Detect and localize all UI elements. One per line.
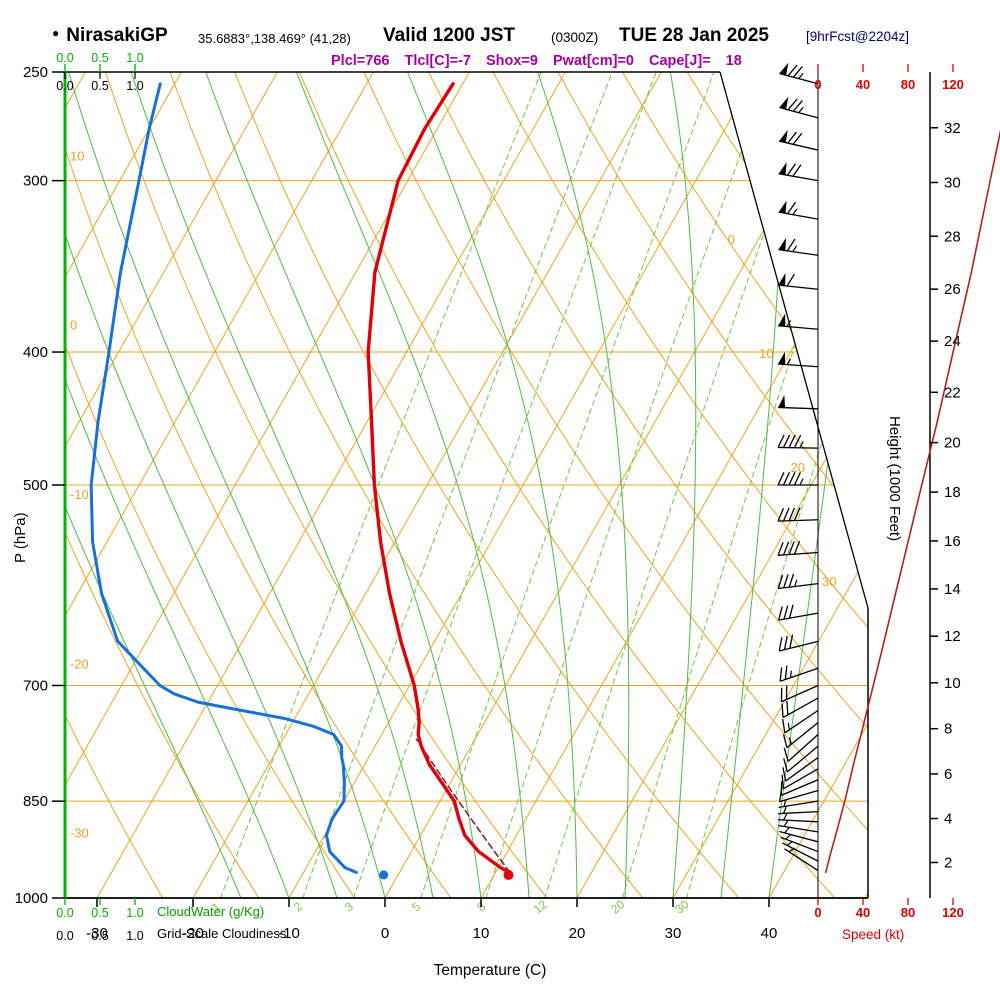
dewpoint-curve	[89, 82, 358, 874]
svg-text:0: 0	[70, 318, 77, 333]
svg-text:-10: -10	[70, 487, 89, 502]
height-curve	[824, 129, 1000, 874]
cloudiness-axis-label: Grid-Scale Cloudiness	[157, 926, 287, 941]
svg-text:1000: 1000	[15, 890, 48, 907]
svg-text:1.0: 1.0	[126, 79, 143, 93]
svg-text:10: 10	[759, 346, 773, 361]
svg-text:5: 5	[409, 899, 423, 914]
svg-text:-30: -30	[86, 925, 108, 942]
svg-text:18: 18	[944, 484, 961, 501]
svg-text:-20: -20	[70, 656, 89, 671]
svg-text:8: 8	[944, 721, 952, 738]
svg-text:24: 24	[944, 333, 961, 350]
grid-value-labels: 100-10-20-30010203012358122030	[70, 148, 836, 916]
parcel-path	[415, 738, 511, 874]
svg-text:20: 20	[608, 897, 627, 917]
svg-text:3: 3	[342, 899, 356, 914]
svg-text:10: 10	[944, 675, 961, 692]
wind-barbs	[777, 62, 819, 872]
svg-text:4: 4	[944, 811, 952, 828]
station-marker-icon: ●	[52, 26, 60, 40]
svg-text:0.0: 0.0	[56, 51, 73, 65]
svg-text:22: 22	[944, 384, 961, 401]
svg-text:-30: -30	[70, 826, 89, 841]
svg-text:6: 6	[944, 766, 952, 783]
svg-text:0.0: 0.0	[56, 906, 73, 920]
svg-text:20: 20	[569, 925, 586, 942]
svg-text:30: 30	[944, 174, 961, 191]
forecast-run-info: [9hrFcst@2204z]	[806, 29, 909, 44]
pressure-axis-label: P (hPa)	[12, 512, 29, 563]
svg-text:10: 10	[70, 148, 84, 163]
temperature-curve	[366, 82, 512, 875]
svg-text:0.5: 0.5	[91, 906, 108, 920]
height-axis-label: Height (1000 Feet)	[886, 416, 903, 542]
svg-text:0.5: 0.5	[91, 929, 108, 943]
speed-axis-label: Speed (kt)	[842, 927, 905, 942]
svg-text:80: 80	[901, 77, 915, 92]
svg-text:20: 20	[791, 460, 805, 475]
station-coords: 35.6883°,138.469° (41,28)	[198, 31, 351, 46]
svg-text:40: 40	[856, 77, 870, 92]
svg-text:2: 2	[944, 854, 952, 871]
temperature-axis-label: Temperature (C)	[433, 962, 547, 979]
svg-text:850: 850	[23, 793, 48, 810]
svg-text:2: 2	[291, 899, 305, 914]
svg-text:16: 16	[944, 533, 961, 550]
svg-text:32: 32	[944, 120, 961, 137]
surface-dewpoint-dot	[379, 870, 389, 880]
valid-time-utc: (0300Z)	[551, 30, 599, 45]
svg-text:12: 12	[944, 628, 961, 645]
svg-text:20: 20	[944, 435, 961, 452]
svg-text:30: 30	[822, 574, 836, 589]
svg-text:0.5: 0.5	[91, 51, 108, 65]
svg-text:700: 700	[23, 677, 48, 694]
svg-text:30: 30	[672, 897, 691, 917]
svg-text:-20: -20	[182, 925, 204, 942]
svg-text:10: 10	[473, 925, 490, 942]
svg-text:28: 28	[944, 228, 961, 245]
svg-text:0: 0	[814, 77, 821, 92]
svg-text:26: 26	[944, 281, 961, 298]
svg-text:400: 400	[23, 344, 48, 361]
svg-text:0: 0	[728, 232, 735, 247]
svg-text:14: 14	[944, 581, 961, 598]
surface-temperature-dot	[503, 869, 514, 880]
svg-text:120: 120	[942, 77, 964, 92]
svg-text:500: 500	[23, 477, 48, 494]
svg-text:0.0: 0.0	[56, 79, 73, 93]
station-name: NirasakiGP	[66, 25, 168, 46]
station-title: ● NirasakiGP	[52, 25, 168, 47]
svg-text:-10: -10	[278, 925, 300, 942]
svg-text:0.5: 0.5	[91, 79, 108, 93]
valid-date: TUE 28 Jan 2025	[619, 25, 769, 46]
svg-text:0: 0	[381, 925, 389, 942]
svg-text:250: 250	[23, 64, 48, 81]
svg-text:1.0: 1.0	[126, 929, 143, 943]
svg-text:12: 12	[531, 897, 550, 917]
svg-text:30: 30	[665, 925, 682, 942]
stability-indices: Plcl=766 Tlcl[C]=-7 Shox=9 Pwat[cm]=0 Ca…	[331, 53, 742, 69]
valid-time: Valid 1200 JST	[383, 25, 516, 46]
svg-text:0: 0	[814, 905, 821, 920]
svg-text:1.0: 1.0	[126, 51, 143, 65]
svg-text:120: 120	[942, 905, 964, 920]
skewt-grid	[65, 72, 868, 898]
cloudwater-axis-label: CloudWater (g/Kg)	[157, 904, 265, 919]
svg-text:300: 300	[23, 173, 48, 190]
svg-text:0.0: 0.0	[56, 929, 73, 943]
svg-text:1.0: 1.0	[126, 906, 143, 920]
svg-text:40: 40	[856, 905, 870, 920]
svg-text:40: 40	[761, 925, 778, 942]
svg-text:80: 80	[901, 905, 915, 920]
